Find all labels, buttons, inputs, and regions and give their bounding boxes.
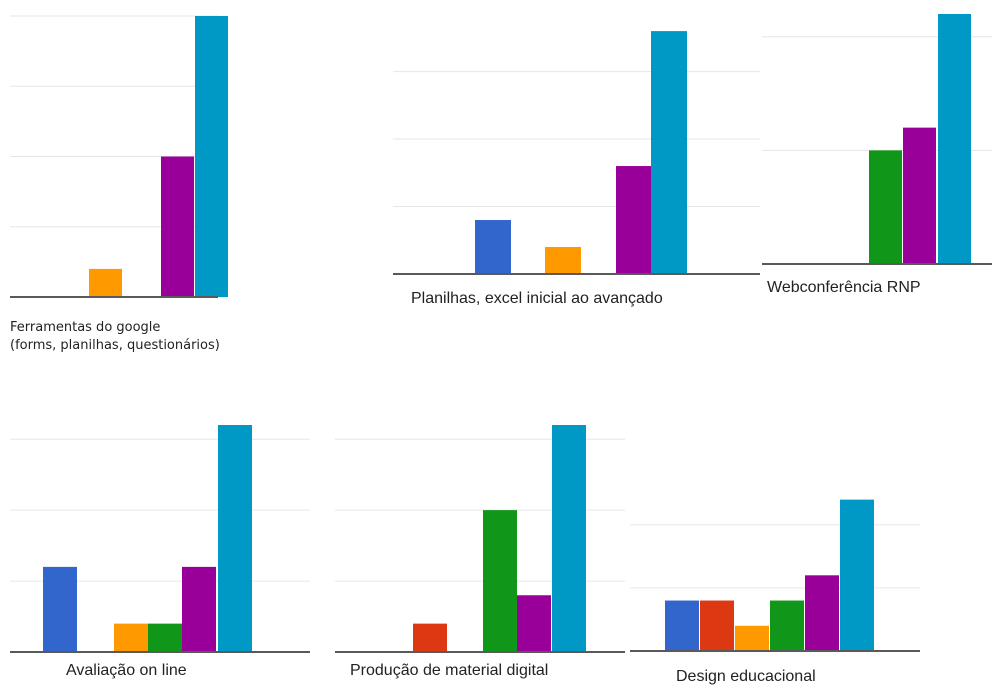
bar-6 [938,14,971,264]
chart-title-ferramentas-google-line1: Ferramentas do google [10,320,161,335]
bar-2 [413,623,447,652]
bar-chart-avaliacao [10,425,310,653]
chart-title-planilhas: Planilhas, excel inicial ao avançado [411,290,663,307]
bar-6 [651,31,687,275]
bar-6 [840,499,874,651]
bar-3 [114,623,148,652]
bar-1 [665,600,699,651]
bar-chart-producao [335,425,625,653]
bar-2 [700,600,734,651]
bar-4 [483,510,517,652]
chart-title-ferramentas-google-line2: (forms, planilhas, questionários) [10,338,220,353]
chart-panel-producao [335,410,625,660]
chart-panel-webconferencia [762,0,992,290]
chart-title-design: Design educacional [676,668,816,685]
chart-title-producao: Produção de material digital [350,662,549,679]
bar-4 [148,623,182,652]
bar-5 [805,575,839,651]
bar-6 [218,425,252,652]
bar-5 [616,166,652,274]
chart-panel-avaliacao [0,410,310,660]
bar-1 [43,566,77,652]
bar-4 [770,600,804,651]
bar-chart-planilhas [393,31,760,275]
bar-5 [517,595,551,652]
chart-panel-planilhas [393,0,760,290]
chart-panel-ferramentas-google [0,0,230,310]
bar-5 [182,566,216,652]
bar-3 [545,247,581,274]
bar-6 [195,16,228,297]
bar-chart-webconferencia [762,14,992,265]
chart-title-webconferencia: Webconferência RNP [767,279,921,296]
bar-5 [903,127,936,265]
bar-chart-design [630,499,920,652]
chart-panel-design [630,480,920,660]
bar-3 [89,268,122,297]
bar-chart-ferramentas-google [10,15,228,298]
bar-4 [869,150,902,264]
bar-1 [475,220,511,274]
chart-title-avaliacao: Avaliação on line [66,662,187,679]
bar-5 [161,156,194,297]
bar-3 [735,625,769,651]
bar-6 [552,425,586,652]
